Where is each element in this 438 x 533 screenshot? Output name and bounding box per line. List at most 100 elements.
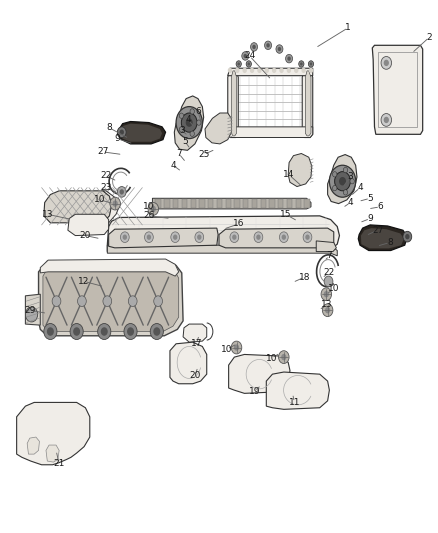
Text: 4: 4 [170, 161, 176, 169]
Polygon shape [43, 266, 179, 332]
Polygon shape [266, 372, 329, 409]
Text: 29: 29 [24, 306, 35, 314]
Text: 18: 18 [299, 273, 310, 281]
Polygon shape [103, 191, 119, 223]
Circle shape [110, 197, 120, 210]
Polygon shape [27, 437, 39, 454]
Text: 20: 20 [189, 372, 201, 380]
Circle shape [266, 43, 270, 47]
Text: 6: 6 [377, 203, 383, 211]
Circle shape [343, 190, 348, 195]
Circle shape [250, 68, 254, 73]
Polygon shape [316, 241, 336, 252]
Circle shape [101, 327, 108, 336]
Circle shape [123, 235, 127, 240]
Polygon shape [288, 154, 312, 187]
Text: 9: 9 [367, 214, 373, 223]
Polygon shape [117, 122, 166, 144]
Circle shape [120, 189, 124, 195]
Polygon shape [278, 199, 283, 208]
Text: 23: 23 [100, 183, 112, 192]
Circle shape [230, 232, 239, 243]
Circle shape [190, 131, 194, 136]
Circle shape [272, 68, 276, 73]
Text: 22: 22 [323, 269, 334, 277]
Polygon shape [68, 214, 109, 236]
Polygon shape [358, 225, 407, 251]
Circle shape [154, 296, 162, 306]
Circle shape [232, 235, 237, 240]
Circle shape [339, 177, 346, 185]
Circle shape [308, 61, 314, 67]
Circle shape [190, 109, 194, 114]
Text: 8: 8 [387, 238, 393, 247]
Circle shape [237, 62, 240, 66]
Circle shape [236, 61, 241, 67]
Circle shape [117, 187, 126, 197]
Text: 4: 4 [186, 116, 191, 124]
Text: 10: 10 [221, 345, 233, 353]
Circle shape [299, 61, 304, 67]
Circle shape [286, 54, 293, 63]
Circle shape [276, 45, 283, 53]
Text: 6: 6 [195, 108, 201, 116]
Text: 25: 25 [198, 150, 209, 159]
Text: 10: 10 [94, 196, 106, 204]
Text: 22: 22 [100, 172, 112, 180]
Circle shape [303, 232, 312, 243]
Polygon shape [40, 259, 179, 276]
Circle shape [322, 304, 333, 317]
Circle shape [103, 296, 112, 306]
Circle shape [120, 232, 129, 243]
Circle shape [243, 68, 247, 73]
Circle shape [256, 235, 261, 240]
Text: 4: 4 [357, 183, 363, 192]
Polygon shape [228, 69, 238, 138]
Text: 7: 7 [176, 149, 182, 158]
Text: 5: 5 [367, 194, 373, 203]
Circle shape [309, 68, 313, 73]
Polygon shape [208, 199, 213, 208]
Circle shape [384, 117, 389, 123]
Text: 21: 21 [53, 459, 65, 468]
Circle shape [350, 179, 354, 184]
Circle shape [197, 120, 201, 125]
Text: 13: 13 [42, 210, 53, 219]
Text: 12: 12 [78, 277, 90, 286]
Polygon shape [304, 199, 310, 208]
Text: 15: 15 [280, 210, 291, 219]
Polygon shape [217, 199, 222, 208]
Circle shape [181, 113, 197, 132]
Circle shape [279, 232, 288, 243]
Polygon shape [229, 354, 290, 393]
Polygon shape [372, 45, 423, 134]
Circle shape [329, 165, 356, 197]
Circle shape [231, 341, 242, 354]
Circle shape [257, 68, 261, 73]
Circle shape [324, 291, 329, 297]
Polygon shape [182, 199, 187, 208]
Circle shape [287, 56, 291, 61]
Circle shape [234, 344, 239, 351]
Circle shape [324, 276, 333, 287]
Circle shape [151, 206, 156, 212]
Polygon shape [219, 228, 334, 248]
Polygon shape [170, 342, 207, 384]
Circle shape [171, 232, 180, 243]
Polygon shape [261, 199, 266, 208]
Circle shape [281, 354, 286, 360]
Circle shape [195, 232, 204, 243]
Circle shape [148, 203, 159, 215]
Circle shape [294, 68, 298, 73]
Circle shape [124, 324, 137, 340]
Circle shape [44, 324, 57, 340]
Polygon shape [17, 402, 90, 465]
Circle shape [246, 61, 251, 67]
Circle shape [343, 167, 348, 173]
Circle shape [127, 327, 134, 336]
Text: 13: 13 [321, 301, 332, 309]
Circle shape [179, 113, 184, 118]
Polygon shape [328, 155, 357, 204]
Circle shape [98, 324, 111, 340]
Circle shape [120, 130, 124, 135]
